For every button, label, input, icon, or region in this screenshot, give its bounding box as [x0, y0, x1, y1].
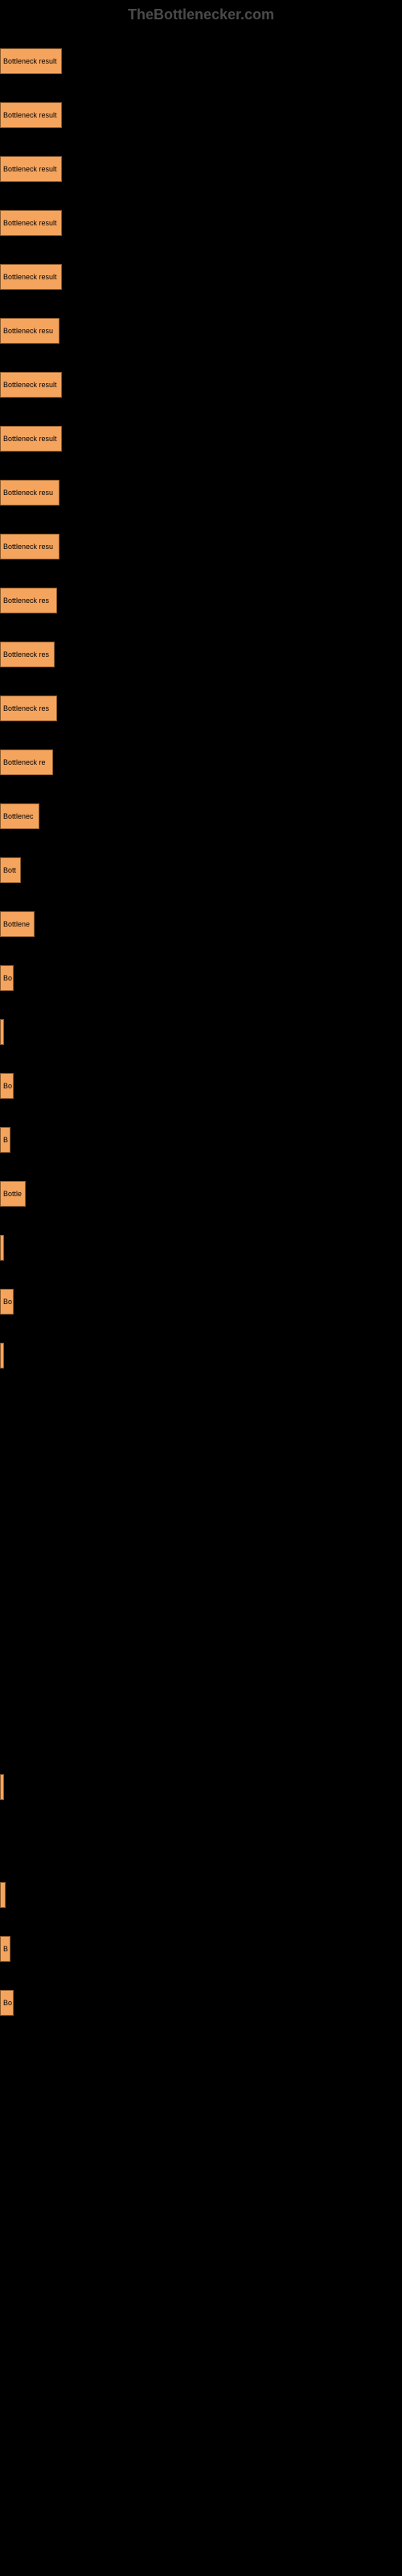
- chart-bar: Bottlenec: [0, 803, 39, 829]
- bar-row: B: [0, 1922, 402, 1974]
- bar-row: Bottleneck resu: [0, 465, 402, 518]
- chart-bar: Bottleneck resu: [0, 534, 59, 559]
- bar-row: Bottleneck res: [0, 681, 402, 733]
- bar-row: Bottleneck result: [0, 34, 402, 86]
- bar-row: [0, 1005, 402, 1057]
- chart-bar: Bottleneck result: [0, 48, 62, 74]
- bar-row: Bottleneck result: [0, 411, 402, 464]
- bar-row: [0, 1760, 402, 1812]
- bar-row: [0, 1598, 402, 1650]
- bar-row: Bottleneck result: [0, 250, 402, 302]
- chart-bar: Bottleneck result: [0, 264, 62, 290]
- bar-row: Bottleneck resu: [0, 519, 402, 572]
- watermark-text: TheBottlenecker.com: [0, 0, 402, 30]
- chart-bar: Bo: [0, 1289, 14, 1315]
- bar-row: [0, 1436, 402, 1488]
- bar-row: Bo: [0, 1975, 402, 2028]
- bar-row: [0, 1868, 402, 1920]
- chart-bar: Bottleneck res: [0, 696, 57, 721]
- bar-row: [0, 1490, 402, 1542]
- chart-bar: Bottle: [0, 1181, 26, 1207]
- bar-row: [0, 1328, 402, 1381]
- chart-bar: [0, 1774, 4, 1800]
- bar-chart: Bottleneck result Bottleneck result Bottle…: [0, 30, 402, 2033]
- chart-bar: Bottleneck res: [0, 642, 55, 667]
- chart-bar: Bo: [0, 1990, 14, 2016]
- bar-row: Bottlene: [0, 897, 402, 949]
- chart-bar: Bo: [0, 1073, 14, 1099]
- bar-row: Bottleneck re: [0, 735, 402, 787]
- chart-bar: Bottleneck result: [0, 102, 62, 128]
- bar-row: Bottleneck resu: [0, 303, 402, 356]
- chart-bar: Bottleneck resu: [0, 480, 59, 506]
- bar-row: B: [0, 1113, 402, 1165]
- bar-row: Bottleneck result: [0, 88, 402, 140]
- bar-row: Bottleneck res: [0, 573, 402, 625]
- chart-bar: Bottleneck re: [0, 749, 53, 775]
- chart-bar: Bo: [0, 965, 14, 991]
- bar-row: [0, 1544, 402, 1596]
- bar-row: [0, 1382, 402, 1435]
- chart-bar: Bottleneck result: [0, 372, 62, 398]
- chart-bar: Bott: [0, 857, 21, 883]
- chart-bar: B: [0, 1127, 10, 1153]
- bar-row: [0, 1706, 402, 1758]
- bar-row: Bo: [0, 1059, 402, 1111]
- bar-row: Bott: [0, 843, 402, 895]
- chart-bar: [0, 1019, 4, 1045]
- bar-row: Bottleneck res: [0, 627, 402, 679]
- chart-bar: Bottleneck resu: [0, 318, 59, 344]
- chart-bar: Bottlene: [0, 911, 35, 937]
- bar-row: Bottlenec: [0, 789, 402, 841]
- chart-bar: [0, 1235, 4, 1261]
- bar-row: Bottleneck result: [0, 357, 402, 410]
- chart-bar: B: [0, 1936, 10, 1962]
- chart-bar: [0, 1882, 6, 1908]
- chart-bar: Bottleneck result: [0, 156, 62, 182]
- bar-row: [0, 1814, 402, 1866]
- chart-bar: Bottleneck result: [0, 210, 62, 236]
- bar-row: [0, 1220, 402, 1273]
- bar-row: Bottle: [0, 1166, 402, 1219]
- chart-bar: [0, 1343, 4, 1368]
- bar-row: Bo: [0, 951, 402, 1003]
- bar-row: Bottleneck result: [0, 196, 402, 248]
- bar-row: Bo: [0, 1274, 402, 1327]
- bar-row: Bottleneck result: [0, 142, 402, 194]
- chart-bar: Bottleneck result: [0, 426, 62, 452]
- chart-bar: Bottleneck res: [0, 588, 57, 613]
- bar-row: [0, 1652, 402, 1704]
